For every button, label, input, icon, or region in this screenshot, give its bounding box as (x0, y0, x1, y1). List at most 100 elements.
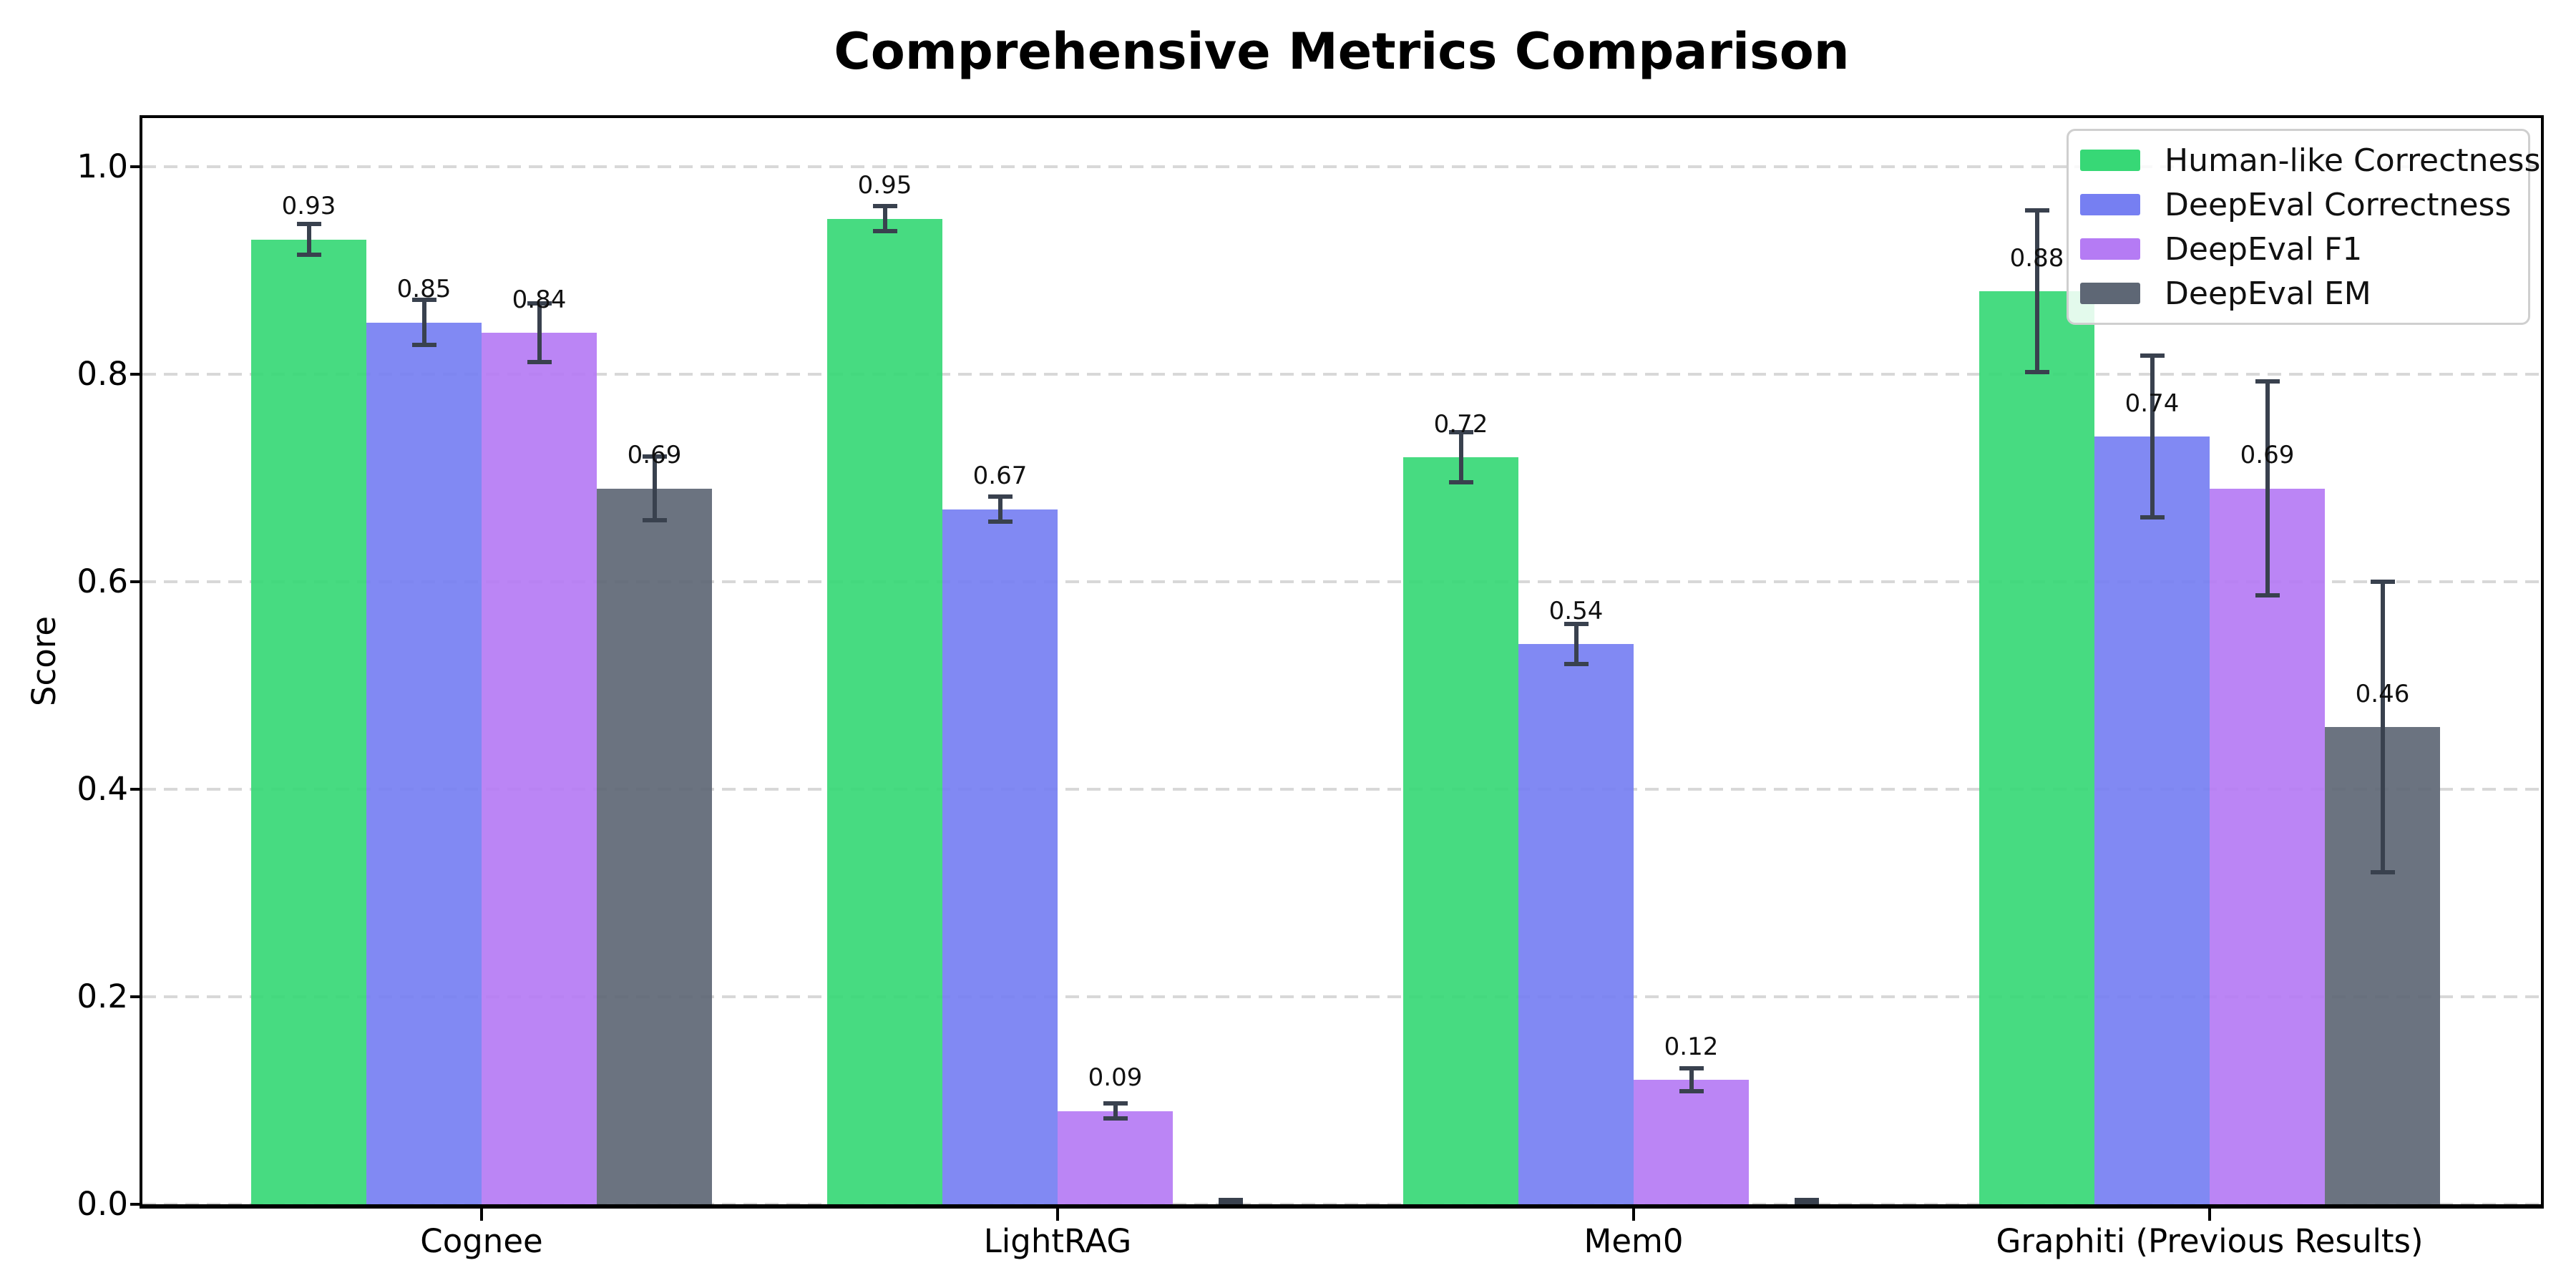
legend: Human-like Correctness DeepEval Correctne… (2067, 129, 2540, 325)
error-cap-top (2024, 208, 2049, 213)
bar-graphiti-previous-results-deepeval-f1 (2210, 488, 2325, 1204)
bar-value-label: 0.09 (1088, 1063, 1143, 1093)
error-bar-lightrag-deepeval-f1 (1113, 1103, 1118, 1118)
bar-cognee-human-like-correctness (251, 239, 366, 1204)
bar-mem0-deepeval-f1 (1634, 1080, 1749, 1204)
y-tick-0.2 (130, 995, 142, 998)
error-cap-bottom (527, 359, 552, 364)
y-tick-label-0.6: 0.6 (77, 562, 128, 600)
bar-value-label: 0.72 (1433, 409, 1488, 439)
bar-lightrag-deepeval-correctness (942, 509, 1058, 1204)
legend-row-human-like-correctness: Human-like Correctness (2080, 138, 2540, 182)
error-cap-bottom (296, 253, 321, 258)
legend-label-human-like-correctness: Human-like Correctness (2165, 142, 2541, 179)
bar-value-label: 0.84 (512, 285, 567, 314)
legend-label-deepeval-correctness: DeepEval Correctness (2165, 186, 2512, 223)
error-cap-bottom (1563, 661, 1589, 666)
bar-value-label: 0.93 (281, 192, 336, 221)
bar-lightrag-human-like-correctness (827, 218, 942, 1204)
error-cap-bottom (2255, 592, 2280, 597)
x-tick-lightrag (1056, 1209, 1059, 1221)
chart-title: Comprehensive Metrics Comparison (834, 22, 1850, 81)
error-cap-top (642, 454, 667, 459)
x-tick-label-cognee: Cognee (420, 1222, 543, 1260)
bar-mem0-human-like-correctness (1403, 457, 1518, 1204)
error-bar-lightrag-human-like-correctness (882, 206, 887, 231)
legend-row-deepeval-f1: DeepEval F1 (2080, 227, 2521, 271)
error-bar-lightrag-deepeval-correctness (997, 497, 1002, 522)
y-tick-0.4 (130, 788, 142, 791)
y-tick-label-1.0: 1.0 (77, 147, 128, 185)
error-cap-bottom (642, 518, 667, 523)
error-cap-top (1103, 1101, 1128, 1106)
x-tick-label-mem0: Mem0 (1584, 1222, 1684, 1260)
error-cap-top (296, 221, 321, 226)
error-bar-mem0-deepeval-correctness (1574, 624, 1579, 664)
bar-value-label: 0.69 (627, 441, 682, 470)
error-cap-top (987, 494, 1013, 499)
error-cap-bottom (1448, 479, 1473, 484)
bar-lightrag-deepeval-f1 (1058, 1111, 1173, 1204)
bar-value-label: 0.67 (972, 462, 1028, 491)
error-cap-top (1679, 1066, 1704, 1071)
axis-spine-top (140, 115, 2544, 118)
error-cap-top (2255, 379, 2280, 384)
y-tick-0.8 (130, 373, 142, 376)
y-tick-1.0 (130, 165, 142, 168)
legend-swatch-deepeval-correctness (2080, 194, 2140, 215)
error-bar-graphiti-previous-results-deepeval-f1 (2265, 381, 2270, 595)
error-cap-bottom (2140, 515, 2165, 520)
bar-value-label: 0.12 (1664, 1032, 1719, 1061)
y-tick-0.6 (130, 580, 142, 583)
legend-row-deepeval-correctness: DeepEval Correctness (2080, 182, 2521, 227)
gridline-y-1.0 (142, 165, 2541, 168)
error-bar-graphiti-previous-results-deepeval-correctness (2150, 355, 2155, 518)
legend-row-deepeval-em: DeepEval EM (2080, 271, 2521, 316)
legend-swatch-human-like-correctness (2080, 150, 2140, 171)
y-tick-label-0.8: 0.8 (77, 355, 128, 393)
legend-swatch-deepeval-f1 (2080, 238, 2140, 260)
error-cap-top (2370, 580, 2395, 584)
bar-graphiti-previous-results-human-like-correctness (1979, 291, 2094, 1204)
x-tick-label-graphiti-previous-results: Graphiti (Previous Results) (1996, 1222, 2424, 1260)
error-cap-bottom (1679, 1088, 1704, 1093)
gridline-y-0.4 (142, 788, 2541, 791)
error-bar-cognee-deepeval-f1 (537, 303, 542, 362)
error-bar-cognee-deepeval-em (652, 456, 657, 521)
error-cap-bottom (2370, 870, 2395, 874)
y-tick-label-0.2: 0.2 (77, 977, 128, 1015)
error-bar-mem0-deepeval-f1 (1689, 1068, 1694, 1091)
error-bar-cognee-deepeval-correctness (421, 299, 426, 346)
legend-swatch-deepeval-em (2080, 283, 2140, 304)
bar-cognee-deepeval-f1 (482, 333, 597, 1204)
gridline-y-0.8 (142, 373, 2541, 376)
y-axis-label: Score (25, 615, 63, 707)
error-bar-graphiti-previous-results-human-like-correctness (2034, 210, 2039, 373)
axis-spine-right (2541, 118, 2544, 1209)
x-tick-graphiti-previous-results (2208, 1209, 2211, 1221)
bar-value-label: 0.46 (2355, 679, 2410, 708)
error-cap-top (1563, 622, 1589, 627)
bar-value-label: 0.95 (857, 171, 912, 200)
error-cap-top (527, 301, 552, 306)
gridline-y-0.6 (142, 580, 2541, 583)
axis-spine-bottom (140, 1204, 2544, 1209)
error-cap-bottom (872, 228, 897, 233)
bar-mem0-deepeval-correctness (1518, 644, 1634, 1204)
error-cap-bottom (411, 343, 436, 348)
bar-value-label: 0.74 (2124, 389, 2180, 418)
error-cap-top (411, 297, 436, 302)
gridline-y-0.2 (142, 995, 2541, 998)
x-tick-cognee (480, 1209, 483, 1221)
y-tick-0.0 (130, 1203, 142, 1206)
bar-value-label: 0.85 (396, 275, 452, 304)
error-cap-top (2140, 353, 2165, 358)
error-cap-top (1448, 430, 1473, 435)
bar-cognee-deepeval-correctness (366, 322, 482, 1204)
error-cap-top (872, 204, 897, 209)
x-tick-label-lightrag: LightRAG (983, 1222, 1132, 1260)
error-bar-mem0-human-like-correctness (1458, 432, 1463, 482)
y-tick-label-0.0: 0.0 (77, 1185, 128, 1223)
error-cap-top (1218, 1198, 1243, 1203)
error-cap-bottom (2024, 370, 2049, 375)
